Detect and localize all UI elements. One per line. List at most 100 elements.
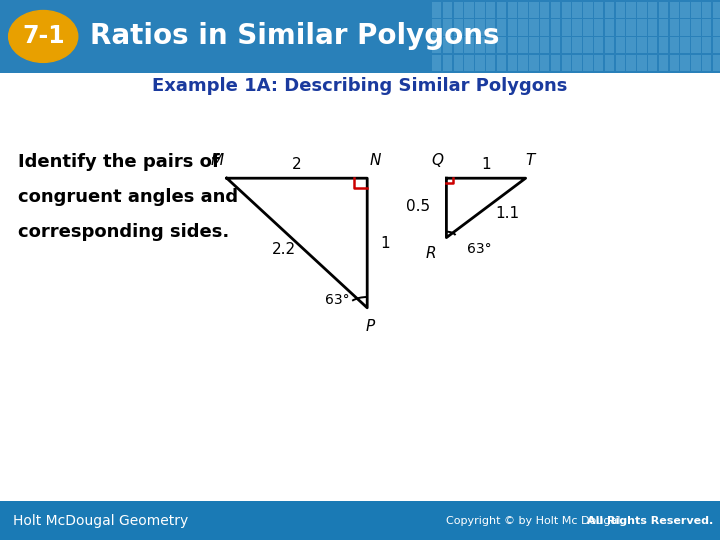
Text: R: R [426, 246, 436, 261]
Bar [616, 55, 625, 71]
Bar [583, 19, 593, 36]
Bar [572, 19, 582, 36]
Bar [659, 19, 668, 36]
Bar [605, 37, 614, 53]
Bar [659, 37, 668, 53]
Bar [443, 19, 452, 36]
Bar [659, 2, 668, 18]
Bar [605, 2, 614, 18]
Bar [508, 55, 517, 71]
Bar [497, 19, 506, 36]
Circle shape [9, 10, 78, 62]
Bar [486, 2, 495, 18]
Bar [572, 2, 582, 18]
Text: 1: 1 [380, 235, 390, 251]
Bar [0, 0, 720, 73]
Bar [540, 2, 549, 18]
Text: 2.2: 2.2 [272, 242, 297, 257]
Bar [680, 37, 690, 53]
Bar [637, 19, 647, 36]
Bar [626, 2, 636, 18]
Bar [670, 2, 679, 18]
Bar [518, 19, 528, 36]
Bar [464, 2, 474, 18]
Bar [680, 19, 690, 36]
Bar [443, 37, 452, 53]
Bar [670, 55, 679, 71]
Bar [702, 55, 711, 71]
Bar [713, 37, 720, 53]
Bar [616, 2, 625, 18]
Bar [551, 37, 560, 53]
Bar [605, 19, 614, 36]
Bar [551, 55, 560, 71]
Text: 7-1: 7-1 [22, 24, 65, 49]
Text: Example 1A: Describing Similar Polygons: Example 1A: Describing Similar Polygons [153, 77, 567, 96]
Bar [616, 19, 625, 36]
Bar [540, 19, 549, 36]
Bar [432, 2, 441, 18]
Bar [497, 55, 506, 71]
Text: Ratios in Similar Polygons: Ratios in Similar Polygons [90, 23, 500, 50]
Bar [518, 37, 528, 53]
Text: 1: 1 [481, 157, 491, 172]
Bar [486, 55, 495, 71]
Bar [572, 37, 582, 53]
Bar [713, 2, 720, 18]
Bar [702, 37, 711, 53]
Text: P: P [366, 319, 374, 334]
Bar [475, 19, 485, 36]
Text: Holt McDougal Geometry: Holt McDougal Geometry [13, 514, 188, 528]
Text: All Rights Reserved.: All Rights Reserved. [587, 516, 713, 525]
Bar [551, 19, 560, 36]
Text: 1.1: 1.1 [495, 206, 520, 221]
Text: 63°: 63° [467, 242, 491, 256]
Bar [432, 37, 441, 53]
Bar [605, 55, 614, 71]
Bar [691, 19, 701, 36]
Text: Identify the pairs of: Identify the pairs of [18, 153, 220, 171]
Bar [637, 2, 647, 18]
Bar [626, 37, 636, 53]
Bar [626, 55, 636, 71]
Text: Copyright © by Holt Mc Dougal.: Copyright © by Holt Mc Dougal. [446, 516, 628, 525]
Bar [562, 55, 571, 71]
Bar [529, 55, 539, 71]
Bar [648, 19, 657, 36]
Text: 2: 2 [292, 157, 302, 172]
Bar [518, 55, 528, 71]
Bar [626, 19, 636, 36]
Bar [529, 37, 539, 53]
Bar [594, 37, 603, 53]
Bar [583, 2, 593, 18]
Bar [443, 55, 452, 71]
Bar [432, 19, 441, 36]
Bar [583, 55, 593, 71]
Bar [497, 37, 506, 53]
Bar [475, 55, 485, 71]
Bar [454, 2, 463, 18]
Text: 63°: 63° [325, 293, 349, 307]
Bar [454, 19, 463, 36]
Bar [648, 55, 657, 71]
Text: M: M [211, 153, 224, 168]
Bar [508, 19, 517, 36]
Bar [486, 37, 495, 53]
Text: Q: Q [431, 153, 443, 168]
Bar [475, 37, 485, 53]
Bar [637, 37, 647, 53]
Bar [691, 37, 701, 53]
Bar [680, 2, 690, 18]
Bar [572, 55, 582, 71]
Bar [680, 55, 690, 71]
Bar [529, 2, 539, 18]
Bar [443, 2, 452, 18]
Bar [670, 37, 679, 53]
Bar [464, 55, 474, 71]
Bar [464, 37, 474, 53]
Text: congruent angles and: congruent angles and [18, 188, 238, 206]
Bar [648, 2, 657, 18]
Text: T: T [525, 153, 535, 168]
Bar [432, 55, 441, 71]
Bar [540, 37, 549, 53]
